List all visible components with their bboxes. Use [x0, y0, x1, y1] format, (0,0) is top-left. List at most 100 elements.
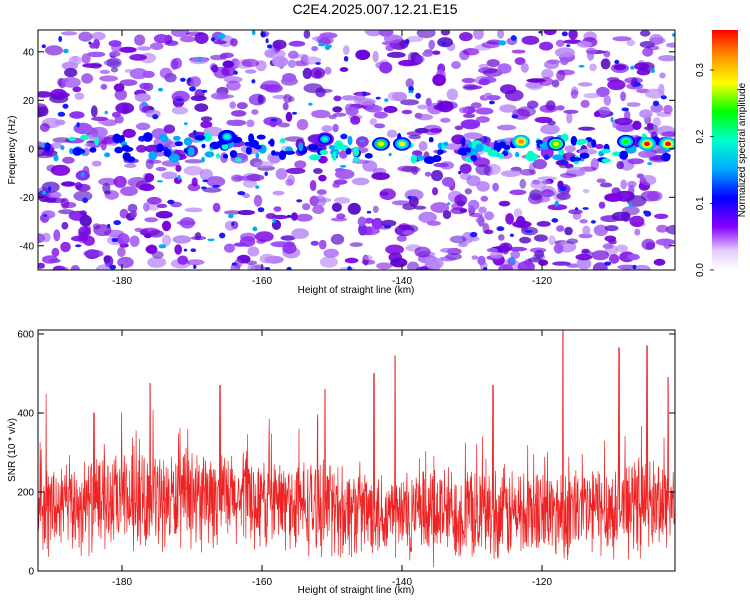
heatmap-noise-blob	[145, 245, 157, 254]
heatmap-noise-blob	[273, 206, 282, 212]
heatmap-noise-blob	[430, 202, 450, 213]
heatmap-noise-blob	[38, 91, 53, 98]
heatmap-noise-blob	[155, 166, 167, 172]
heatmap-noise-blob	[93, 38, 100, 49]
heatmap-noise-dot	[202, 179, 209, 183]
heatmap-noise-blob	[124, 163, 137, 168]
heatmap-noise-blob	[385, 244, 404, 255]
heatmap-noise-dot	[408, 86, 414, 92]
heatmap-noise-blob	[521, 35, 540, 45]
heatmap-noise-blob	[449, 235, 467, 244]
heatmap-noise-blob	[161, 171, 178, 180]
heatmap-noise-blob	[312, 205, 325, 215]
heatmap-noise-blob	[656, 224, 668, 233]
heatmap-bright-spot	[644, 141, 650, 147]
snr-y-tick-label: 200	[17, 487, 34, 498]
heatmap-noise-dot	[156, 180, 164, 183]
heatmap-noise-blob	[582, 189, 590, 194]
heatmap-noise-blob	[542, 41, 552, 48]
heatmap-noise-dot	[57, 111, 66, 117]
heatmap-signal-blob	[467, 141, 472, 149]
heatmap-noise-blob	[282, 242, 297, 254]
heatmap-noise-blob	[174, 244, 183, 255]
heatmap-noise-dot	[415, 92, 421, 99]
heatmap-noise-dot	[187, 77, 192, 83]
heatmap-noise-blob	[350, 115, 361, 125]
heatmap-noise-blob	[413, 205, 427, 210]
heatmap-noise-dot	[286, 266, 292, 270]
heatmap-noise-blob	[122, 128, 136, 138]
heatmap-noise-dot	[237, 191, 246, 196]
heatmap-noise-blob	[240, 232, 257, 242]
heatmap-noise-blob	[333, 95, 342, 102]
heatmap-noise-blob	[135, 180, 152, 191]
heatmap-noise-blob	[244, 69, 257, 74]
heatmap-noise-blob	[566, 166, 586, 175]
heatmap-noise-blob	[219, 53, 228, 60]
heatmap-x-tick-label: -120	[532, 276, 552, 287]
heatmap-signal-blob	[187, 146, 195, 157]
heatmap-noise-dot	[359, 139, 366, 143]
heatmap-noise-blob	[534, 249, 545, 259]
heatmap-noise-blob	[607, 79, 626, 91]
heatmap-noise-blob	[424, 171, 432, 177]
heatmap-noise-blob	[224, 243, 235, 253]
heatmap-signal-blob	[268, 140, 275, 145]
heatmap-noise-blob	[653, 258, 666, 266]
heatmap-noise-blob	[223, 76, 243, 83]
heatmap-noise-blob	[556, 69, 566, 82]
heatmap-noise-blob	[177, 255, 189, 265]
heatmap-x-tick-label: -140	[392, 276, 412, 287]
heatmap-noise-blob	[253, 161, 274, 169]
heatmap-noise-blob	[379, 61, 393, 74]
heatmap-signal-blob	[661, 152, 671, 162]
heatmap-noise-blob	[372, 205, 379, 213]
heatmap-noise-blob	[98, 177, 117, 186]
heatmap-noise-blob	[541, 179, 551, 185]
heatmap-noise-blob	[139, 82, 150, 90]
heatmap-noise-blob	[319, 256, 338, 268]
heatmap-noise-blob	[555, 39, 565, 47]
heatmap-noise-dot	[441, 42, 446, 46]
heatmap-signal-blob	[168, 153, 180, 163]
heatmap-noise-blob	[46, 191, 62, 199]
heatmap-noise-dot	[561, 31, 568, 37]
heatmap-signal-blob	[552, 154, 564, 161]
heatmap-noise-blob	[634, 62, 650, 71]
heatmap-noise-blob	[187, 183, 201, 192]
heatmap-noise-blob	[593, 224, 609, 236]
heatmap-noise-dot	[404, 38, 410, 45]
heatmap-noise-blob	[577, 40, 592, 48]
heatmap-noise-blob	[283, 93, 292, 104]
heatmap-noise-blob	[381, 219, 397, 227]
heatmap-noise-blob	[400, 99, 420, 106]
heatmap-noise-blob	[363, 255, 373, 261]
heatmap-noise-blob	[603, 95, 612, 106]
heatmap-noise-blob	[513, 208, 523, 219]
heatmap-noise-blob	[399, 39, 406, 49]
heatmap-noise-blob	[416, 113, 434, 121]
heatmap-signal-blob	[470, 155, 478, 162]
heatmap-noise-blob	[355, 49, 371, 60]
heatmap-noise-blob	[68, 55, 82, 66]
heatmap-noise-blob	[626, 39, 636, 47]
heatmap-noise-blob	[364, 30, 383, 37]
heatmap-noise-dot	[82, 197, 88, 203]
heatmap-noise-blob	[334, 168, 346, 173]
heatmap-noise-blob	[431, 50, 441, 55]
heatmap-noise-blob	[517, 260, 535, 270]
heatmap-signal-blob	[527, 150, 534, 156]
heatmap-noise-blob	[111, 43, 122, 53]
heatmap-noise-blob	[51, 247, 60, 257]
heatmap-noise-blob	[498, 234, 505, 241]
heatmap-noise-blob	[371, 217, 383, 230]
heatmap-signal-blob	[174, 141, 183, 147]
heatmap-noise-blob	[385, 44, 395, 52]
heatmap-noise-blob	[580, 99, 590, 108]
heatmap-noise-blob	[387, 91, 400, 102]
heatmap-noise-blob	[81, 73, 94, 84]
heatmap-noise-blob	[585, 47, 597, 55]
heatmap-noise-blob	[287, 50, 299, 59]
heatmap-noise-blob	[78, 31, 93, 42]
heatmap-signal-blob	[410, 154, 417, 164]
